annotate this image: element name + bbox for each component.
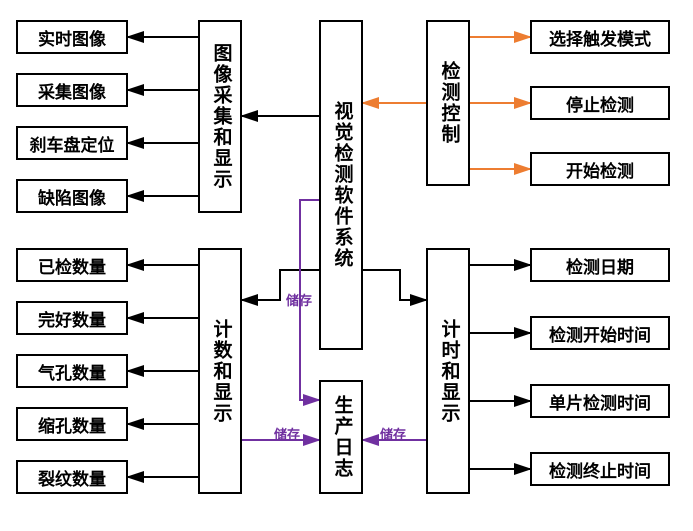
node-n_rt_img: 实时图像 xyxy=(16,20,128,54)
node-n_img_coll: 图像采集和显示 xyxy=(198,20,242,213)
node-n_timing: 计时和显示 xyxy=(426,248,470,494)
node-n_good: 完好数量 xyxy=(16,301,128,335)
node-n_crack: 裂纹数量 xyxy=(16,460,128,494)
node-n_pore: 气孔数量 xyxy=(16,354,128,388)
edge-label-0: 储存 xyxy=(286,290,312,309)
node-n_count: 计数和显示 xyxy=(198,248,242,494)
node-n_cap_img: 采集图像 xyxy=(16,73,128,107)
node-n_trigger: 选择触发模式 xyxy=(530,20,670,54)
node-n_stop: 停止检测 xyxy=(530,86,670,120)
diagram-canvas: 实时图像采集图像刹车盘定位缺陷图像已检数量完好数量气孔数量缩孔数量裂纹数量 选择触… xyxy=(0,0,693,531)
node-n_shrink: 缩孔数量 xyxy=(16,407,128,441)
edge-n_vision-n_timing xyxy=(363,270,426,300)
node-n_endtime: 检测终止时间 xyxy=(530,452,670,486)
edge-label-1: 储存 xyxy=(274,424,300,443)
node-n_start: 开始检测 xyxy=(530,152,670,186)
node-n_log: 生产日志 xyxy=(319,380,363,494)
node-n_piecetime: 单片检测时间 xyxy=(530,384,670,418)
node-n_checked: 已检数量 xyxy=(16,248,128,282)
node-n_brake_loc: 刹车盘定位 xyxy=(16,126,128,160)
node-n_ctrl: 检测控制 xyxy=(426,20,470,186)
node-n_date: 检测日期 xyxy=(530,248,670,282)
node-n_vision: 视觉检测软件系统 xyxy=(319,20,363,350)
node-n_starttime: 检测开始时间 xyxy=(530,316,670,350)
edge-label-2: 储存 xyxy=(380,424,406,443)
node-n_defect_img: 缺陷图像 xyxy=(16,179,128,213)
